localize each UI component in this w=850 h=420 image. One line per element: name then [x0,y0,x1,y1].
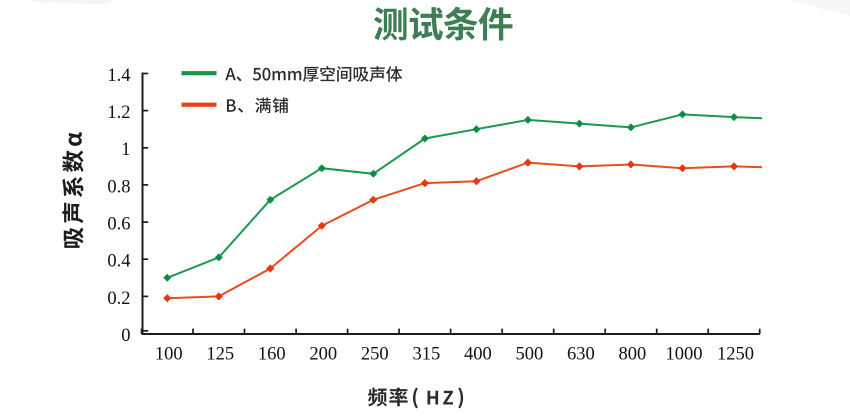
svg-text:125: 125 [206,345,234,365]
svg-text:0: 0 [121,326,130,346]
svg-text:1250: 1250 [717,345,754,365]
svg-text:0.4: 0.4 [107,252,130,272]
svg-text:500: 500 [516,345,544,365]
svg-text:400: 400 [464,345,492,365]
svg-text:1.4: 1.4 [107,66,130,86]
svg-text:315: 315 [413,345,441,365]
svg-text:1000: 1000 [666,345,703,365]
svg-text:160: 160 [258,345,286,365]
svg-text:250: 250 [361,345,389,365]
svg-text:0.8: 0.8 [107,177,130,197]
svg-text:1.2: 1.2 [107,103,130,123]
svg-text:0.2: 0.2 [107,289,130,309]
svg-text:800: 800 [619,345,647,365]
svg-text:1: 1 [121,140,130,160]
svg-text:100: 100 [155,345,183,365]
svg-text:0.6: 0.6 [107,215,130,235]
svg-text:630: 630 [567,345,595,365]
svg-text:200: 200 [309,345,337,365]
